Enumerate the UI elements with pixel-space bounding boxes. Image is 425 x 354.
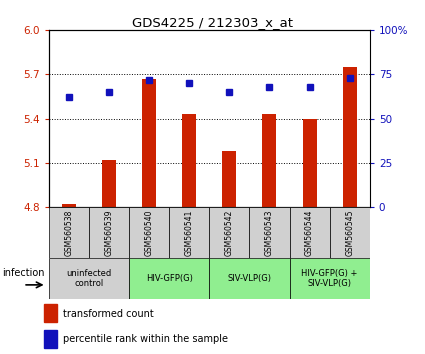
Bar: [44, 330, 57, 348]
Bar: [89, 207, 129, 258]
Text: SIV-VLP(G): SIV-VLP(G): [227, 274, 272, 283]
Text: infection: infection: [2, 268, 45, 278]
Bar: [222, 151, 236, 207]
Text: HIV-GFP(G): HIV-GFP(G): [146, 274, 193, 283]
Bar: [330, 207, 370, 258]
Text: GDS4225 / 212303_x_at: GDS4225 / 212303_x_at: [132, 16, 293, 29]
Bar: [209, 258, 289, 299]
Text: uninfected
control: uninfected control: [66, 269, 112, 289]
Text: GSM560541: GSM560541: [185, 210, 194, 256]
Text: GSM560545: GSM560545: [345, 210, 354, 256]
Bar: [289, 258, 370, 299]
Text: transformed count: transformed count: [63, 308, 154, 319]
Bar: [102, 160, 116, 207]
Bar: [289, 207, 330, 258]
Bar: [209, 207, 249, 258]
Bar: [62, 204, 76, 207]
Bar: [303, 119, 317, 207]
Bar: [129, 207, 169, 258]
Text: HIV-GFP(G) +
SIV-VLP(G): HIV-GFP(G) + SIV-VLP(G): [301, 269, 358, 289]
Bar: [263, 114, 277, 207]
Bar: [44, 304, 57, 322]
Bar: [169, 207, 209, 258]
Text: GSM560539: GSM560539: [105, 210, 113, 256]
Text: percentile rank within the sample: percentile rank within the sample: [63, 334, 228, 344]
Bar: [142, 79, 156, 207]
Bar: [182, 114, 196, 207]
Bar: [49, 258, 129, 299]
Text: GSM560540: GSM560540: [144, 210, 154, 256]
Bar: [129, 258, 209, 299]
Text: GSM560538: GSM560538: [65, 210, 74, 256]
Text: GSM560542: GSM560542: [225, 210, 234, 256]
Bar: [249, 207, 289, 258]
Bar: [343, 67, 357, 207]
Text: GSM560543: GSM560543: [265, 210, 274, 256]
Bar: [49, 207, 89, 258]
Text: GSM560544: GSM560544: [305, 210, 314, 256]
